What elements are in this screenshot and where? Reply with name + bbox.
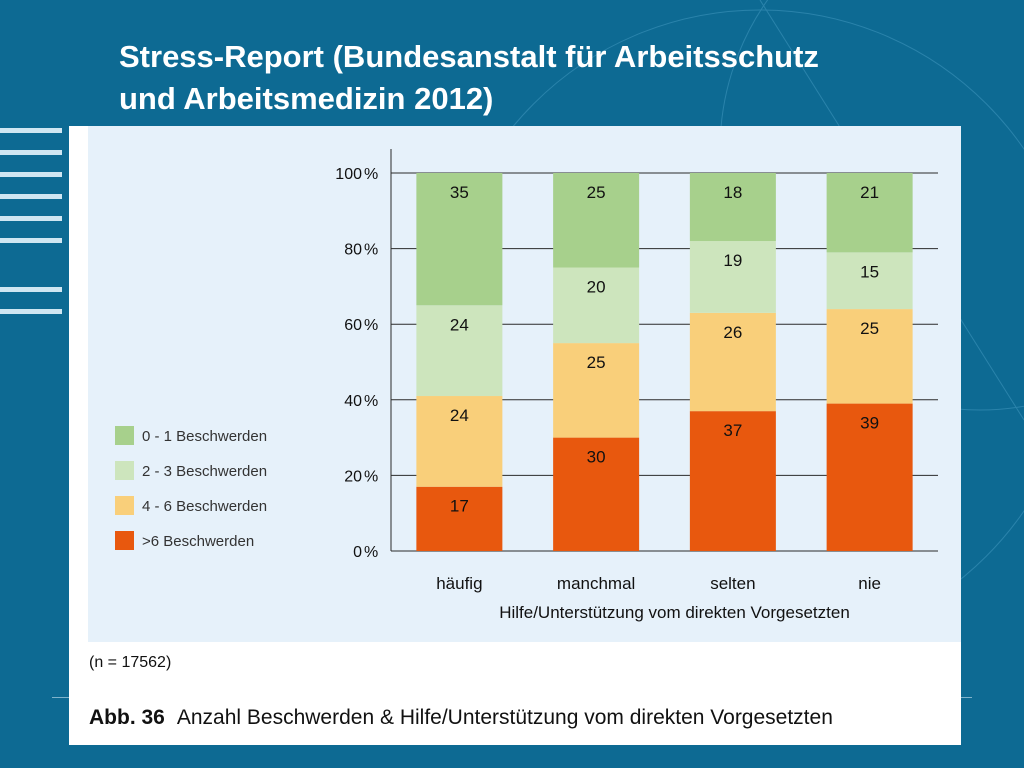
data-label: 39 bbox=[860, 414, 879, 433]
data-label: 26 bbox=[723, 323, 742, 342]
y-tick-label: 20 bbox=[344, 468, 362, 485]
bar-segment bbox=[416, 486, 503, 551]
data-label: 30 bbox=[587, 448, 606, 467]
legend-swatch bbox=[115, 531, 134, 550]
slide-title-line2: und Arbeitsmedizin 2012) bbox=[119, 81, 494, 116]
legend-swatch bbox=[115, 426, 134, 445]
y-tick-unit: % bbox=[364, 393, 378, 410]
data-label: 21 bbox=[860, 183, 879, 202]
data-label: 15 bbox=[860, 262, 879, 281]
legend-swatch bbox=[115, 461, 134, 480]
y-tick-unit: % bbox=[364, 242, 378, 259]
data-label: 25 bbox=[860, 319, 879, 338]
bar-segment bbox=[689, 312, 776, 412]
x-tick-label: manchmal bbox=[557, 574, 635, 593]
bar-segment bbox=[689, 411, 776, 551]
legend-label: 2 - 3 Beschwerden bbox=[142, 463, 267, 480]
x-tick-label: selten bbox=[710, 574, 755, 593]
chart-panel: 0% 20% 40% 60% 80% 100% 17 24 24 35 häufig 30 25 20 25… bbox=[88, 126, 961, 642]
data-label: 18 bbox=[723, 183, 742, 202]
x-tick-label: häufig bbox=[436, 574, 482, 593]
legend-label: >6 Beschwerden bbox=[142, 533, 254, 550]
bar-segment bbox=[416, 173, 503, 306]
x-tick-label: nie bbox=[858, 574, 881, 593]
y-tick-label: 80 bbox=[344, 242, 362, 259]
bar-segment bbox=[689, 241, 776, 313]
data-label: 24 bbox=[450, 315, 469, 334]
legend-label: 0 - 1 Beschwerden bbox=[142, 428, 267, 445]
stacked-bar-chart: 0 %20 %40 %60 %80 %100 %17242435häufig30252025… bbox=[115, 149, 938, 622]
y-tick-label: 60 bbox=[344, 317, 362, 334]
bar-segment bbox=[553, 437, 640, 551]
y-tick-label: 40 bbox=[344, 393, 362, 410]
data-label: 19 bbox=[723, 251, 742, 270]
side-stripes-decoration bbox=[0, 128, 62, 331]
data-label: 37 bbox=[723, 421, 742, 440]
bar-segment bbox=[553, 343, 640, 438]
legend-label: 4 - 6 Beschwerden bbox=[142, 498, 267, 515]
y-tick-label: 100 bbox=[335, 166, 362, 183]
data-label: 25 bbox=[587, 183, 606, 202]
legend-swatch bbox=[115, 496, 134, 515]
bar-segment bbox=[553, 173, 640, 268]
bar-segment bbox=[553, 267, 640, 344]
figure-caption-text: Anzahl Beschwerden & Hilfe/Unterstützung… bbox=[176, 706, 833, 729]
bar-segment bbox=[826, 252, 913, 310]
bar-segment bbox=[826, 309, 913, 404]
y-tick-unit: % bbox=[364, 544, 378, 561]
slide-title-line1: Stress-Report (Bundesanstalt für Arbeits… bbox=[119, 39, 819, 74]
bar-segment bbox=[826, 403, 913, 551]
bar-segment bbox=[826, 173, 913, 253]
figure-caption-number: Abb. 36 bbox=[89, 706, 165, 729]
data-label: 25 bbox=[587, 353, 606, 372]
y-tick-unit: % bbox=[364, 317, 378, 334]
bar-segment bbox=[416, 396, 503, 487]
data-label: 20 bbox=[587, 278, 606, 297]
slide-title: Stress-Report (Bundesanstalt für Arbeits… bbox=[119, 36, 979, 120]
y-tick-unit: % bbox=[364, 468, 378, 485]
y-tick-label: 0 bbox=[353, 544, 362, 561]
y-tick-unit: % bbox=[364, 166, 378, 183]
sample-size-note: (n = 17562) bbox=[89, 654, 172, 671]
data-label: 35 bbox=[450, 183, 469, 202]
data-label: 17 bbox=[450, 497, 469, 516]
figure-caption: Abb. 36 Anzahl Beschwerden & Hilfe/Unters… bbox=[89, 706, 833, 730]
x-axis-title: Hilfe/Unterstützung vom direkten Vorgese… bbox=[499, 603, 850, 622]
figure-card: 0% 20% 40% 60% 80% 100% 17 24 24 35 häufig 30 25 20 25… bbox=[69, 126, 961, 745]
bar-segment bbox=[416, 305, 503, 397]
bar-segment bbox=[689, 173, 776, 242]
data-label: 24 bbox=[450, 406, 469, 425]
